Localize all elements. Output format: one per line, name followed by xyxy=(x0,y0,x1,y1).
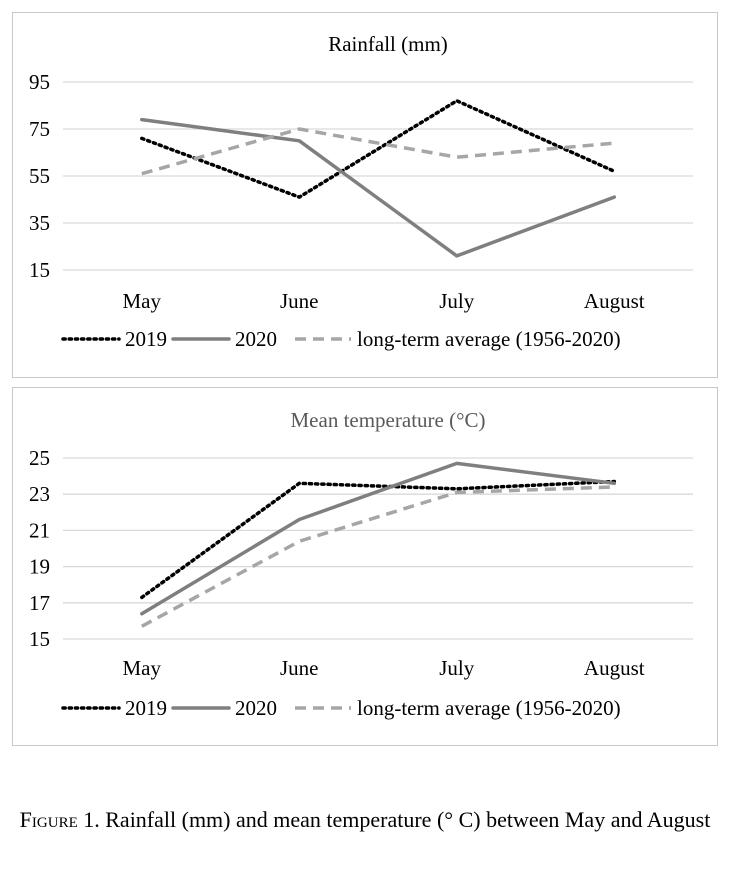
y-tick-label: 75 xyxy=(29,117,50,141)
x-tick-label: August xyxy=(584,289,645,313)
legend-label: 2020 xyxy=(235,327,277,351)
legend-label: 2020 xyxy=(235,696,277,720)
rainfall-chart: Rainfall (mm) 15 35 55 75 95 May June July August… xyxy=(29,32,693,351)
series-line-3 xyxy=(141,127,615,176)
y-tick-label: 17 xyxy=(29,591,50,615)
chart-title: Rainfall (mm) xyxy=(328,32,448,56)
series-line-2 xyxy=(140,117,617,258)
x-tick-label: May xyxy=(123,289,162,313)
x-tick-label: August xyxy=(584,656,645,680)
y-tick-label: 95 xyxy=(29,70,50,94)
y-tick-label: 15 xyxy=(29,258,50,282)
legend-label: 2019 xyxy=(125,696,167,720)
x-tick-label: July xyxy=(439,656,475,680)
figure-caption-text: Rainfall (mm) and mean temperature (° C)… xyxy=(99,807,711,832)
x-tick-label: May xyxy=(123,656,162,680)
y-tick-label: 23 xyxy=(29,482,50,506)
y-tick-label: 25 xyxy=(29,446,50,470)
y-tick-label: 15 xyxy=(29,627,50,651)
legend-label: 2019 xyxy=(125,327,167,351)
figure-caption: Figure 1. Rainfall (mm) and mean tempera… xyxy=(0,804,730,836)
temperature-chart: Mean temperature (°C) 15 17 19 21 23 25 May June… xyxy=(29,408,693,720)
y-tick-label: 55 xyxy=(29,164,50,188)
series-line-2 xyxy=(140,461,617,616)
x-tick-label: July xyxy=(439,289,475,313)
x-tick-label: June xyxy=(280,289,319,313)
y-tick-label: 35 xyxy=(29,211,50,235)
series-line-1 xyxy=(140,479,617,600)
y-tick-label: 19 xyxy=(29,555,50,579)
chart-title: Mean temperature (°C) xyxy=(291,408,486,432)
temperature-chart-panel: Mean temperature (°C) 15 17 19 21 23 25 May June… xyxy=(12,387,718,746)
legend-label: long-term average (1956-2020) xyxy=(357,696,621,720)
y-tick-label: 21 xyxy=(29,518,50,542)
series-line-1 xyxy=(140,99,617,199)
rainfall-chart-panel: Rainfall (mm) 15 35 55 75 95 May June July August… xyxy=(12,12,718,378)
legend-label: long-term average (1956-2020) xyxy=(357,327,621,351)
figure-caption-label: Figure 1. xyxy=(19,807,100,832)
x-tick-label: June xyxy=(280,656,319,680)
series-line-3 xyxy=(140,485,615,628)
